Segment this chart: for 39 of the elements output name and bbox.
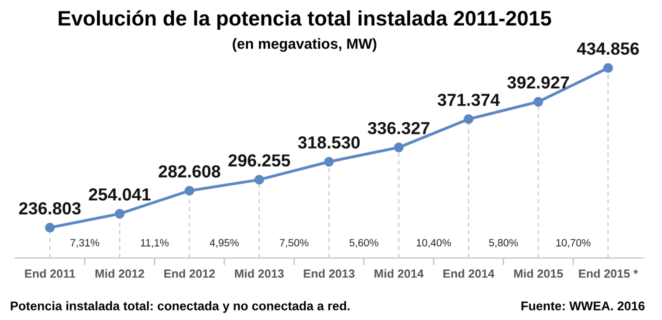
x-tick-label: End 2015 *	[579, 269, 638, 278]
point	[45, 222, 55, 233]
x-tick-label: Mid 2013	[235, 269, 284, 278]
data-label: 296.255	[228, 154, 290, 167]
point	[184, 186, 194, 196]
data-label: 336.327	[368, 122, 430, 134]
text: 5,60%	[350, 239, 378, 248]
data-label: 392.927	[507, 76, 569, 89]
text: 7,50%	[280, 239, 309, 248]
data-label: 254.041	[88, 188, 151, 201]
x-tick-label: Mid 2014	[374, 269, 424, 278]
chart-title: Evolución de la potencia total instalada 2011-2015	[58, 10, 552, 30]
point	[464, 114, 474, 124]
point	[254, 174, 264, 185]
x-tick-label: End 2011	[25, 269, 76, 278]
text: 10,70%	[556, 239, 591, 248]
text: 11,1%	[140, 239, 169, 248]
point	[394, 142, 404, 152]
data-label: 318.530	[298, 136, 360, 149]
x-tick-label: End 2014	[443, 269, 494, 278]
x-tick-label: Mid 2015	[514, 269, 563, 278]
point	[114, 208, 125, 219]
text: 4,95%	[210, 239, 239, 248]
source-note: Fuente: WWEA. 2016	[522, 302, 645, 310]
data-label: 434.856	[577, 42, 639, 55]
text: 5,80%	[489, 239, 518, 248]
point	[533, 96, 544, 107]
x-tick-label: End 2013	[304, 269, 354, 278]
point	[603, 63, 613, 73]
text: 10,40%	[416, 239, 451, 248]
point	[324, 156, 334, 167]
text: 7,31%	[70, 239, 100, 248]
chart-subtitle: (en megavatios, MW)	[232, 38, 376, 52]
data-label: 282.608	[158, 165, 220, 178]
x-tick-label: End 2012	[164, 269, 215, 278]
text: Potencia instalada total: conectada y no conectada a red.	[10, 301, 350, 313]
data-label: 371.374	[438, 94, 500, 106]
data-label: 236.803	[19, 202, 81, 215]
x-tick-label: Mid 2012	[96, 269, 144, 278]
